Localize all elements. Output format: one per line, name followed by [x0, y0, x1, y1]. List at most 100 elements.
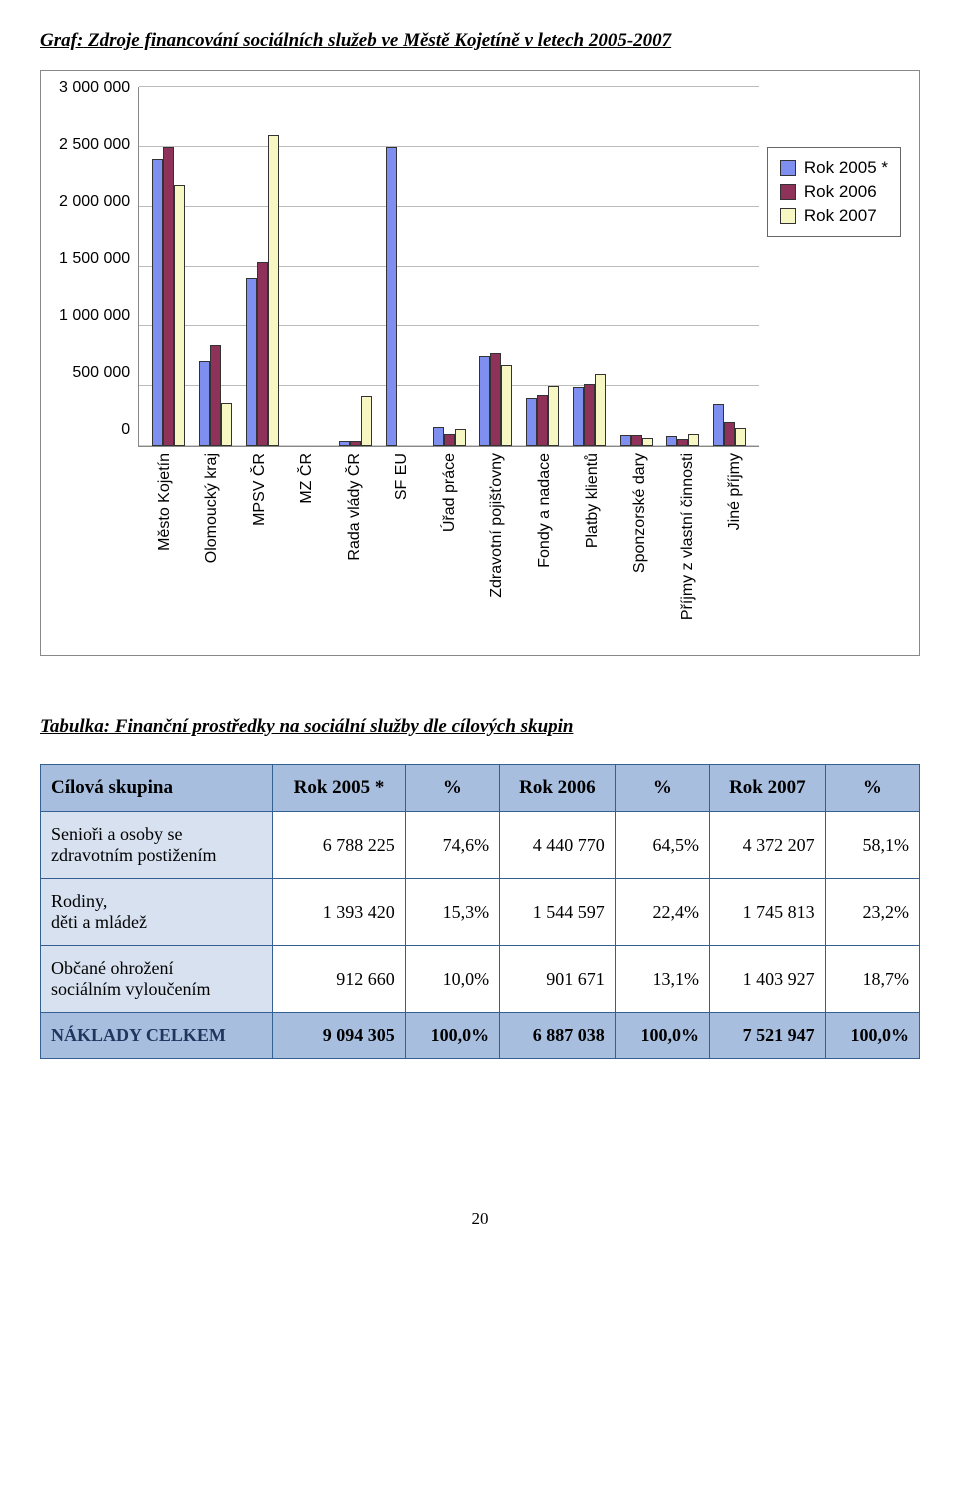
x-tick-label: Zdravotní pojišťovny [474, 453, 522, 643]
bar [433, 427, 444, 446]
bar-group [613, 87, 660, 446]
bar-group [332, 87, 379, 446]
table-cell: 18,7% [825, 946, 919, 1013]
bar [688, 434, 699, 446]
table-cell: 901 671 [500, 946, 616, 1013]
table-cell: 10,0% [405, 946, 499, 1013]
table-cell: 23,2% [825, 879, 919, 946]
x-tick-label: Sponzorské dary [616, 453, 664, 643]
x-tick-label: MZ ČR [284, 453, 332, 643]
bar [526, 398, 537, 446]
footer-cell: 9 094 305 [273, 1013, 406, 1059]
bar [501, 365, 512, 446]
table-cell: 1 393 420 [273, 879, 406, 946]
legend-item: Rok 2007 [780, 206, 888, 226]
table-body: Senioři a osoby sezdravotním postižením 6… [41, 812, 920, 1013]
table-cell: 4 372 207 [710, 812, 826, 879]
bar [666, 436, 677, 446]
finance-table: Cílová skupinaRok 2005 *%Rok 2006%Rok 20… [40, 764, 920, 1059]
bar [713, 404, 724, 446]
table-col-header: % [615, 765, 709, 812]
bar [479, 356, 490, 446]
bar-group [145, 87, 192, 446]
row-label: Občané ohroženísociálním vyloučením [41, 946, 273, 1013]
legend-item: Rok 2005 * [780, 158, 888, 178]
x-tick-label: Fondy a nadace [521, 453, 569, 643]
y-axis: 3 000 0002 500 0002 000 0001 500 0001 00… [59, 79, 138, 439]
bar [620, 435, 631, 446]
bar [631, 435, 642, 446]
bar [724, 422, 735, 446]
footer-cell: 100,0% [615, 1013, 709, 1059]
bar-group [379, 87, 426, 446]
footer-label: NÁKLADY CELKEM [41, 1013, 273, 1059]
legend-label: Rok 2007 [804, 206, 877, 226]
bar [584, 384, 595, 446]
table-cell: 74,6% [405, 812, 499, 879]
table-cell: 22,4% [615, 879, 709, 946]
legend-swatch [780, 184, 796, 200]
table-cell: 1 745 813 [710, 879, 826, 946]
bar [490, 353, 501, 446]
x-axis-labels: Město KojetínOlomoucký krajMPSV ČRMZ ČRR… [59, 453, 759, 643]
table-cell: 1 403 927 [710, 946, 826, 1013]
table-cell: 1 544 597 [500, 879, 616, 946]
bar-group [426, 87, 473, 446]
bar-group [706, 87, 753, 446]
chart-container: 3 000 0002 500 0002 000 0001 500 0001 00… [40, 70, 920, 656]
bar [174, 185, 185, 446]
table-footer-row: NÁKLADY CELKEM9 094 305100,0%6 887 03810… [41, 1013, 920, 1059]
table-row: Rodiny,děti a mládež1 393 42015,3%1 544 … [41, 879, 920, 946]
bar [735, 428, 746, 446]
table-col-header: % [405, 765, 499, 812]
legend-label: Rok 2006 [804, 182, 877, 202]
x-tick-label: Jiné příjmy [711, 453, 759, 643]
table-cell: 13,1% [615, 946, 709, 1013]
heading-prefix: Graf: [40, 30, 83, 51]
x-tick-label: Příjmy z vlastní činnosti [664, 453, 712, 643]
bar [455, 429, 466, 446]
table-col-header: Rok 2005 * [273, 765, 406, 812]
bar [548, 386, 559, 446]
y-tick-label: 1 500 000 [59, 250, 130, 268]
row-label: Senioři a osoby sezdravotním postižením [41, 812, 273, 879]
legend-item: Rok 2006 [780, 182, 888, 202]
table-cell: 64,5% [615, 812, 709, 879]
table-row: Senioři a osoby sezdravotním postižením 6… [41, 812, 920, 879]
bar-group [659, 87, 706, 446]
bar-group [239, 87, 286, 446]
table-col-header: Rok 2007 [710, 765, 826, 812]
table-heading-prefix: Tabulka: [40, 716, 110, 737]
table-cell: 912 660 [273, 946, 406, 1013]
bar [246, 278, 257, 446]
table-col-header: Cílová skupina [41, 765, 273, 812]
bar [163, 147, 174, 446]
bar [642, 438, 653, 446]
bar [339, 441, 350, 446]
table-cell: 4 440 770 [500, 812, 616, 879]
table-heading-rest: Finanční prostředky na sociální služby d… [110, 716, 573, 737]
bar [268, 135, 279, 446]
footer-cell: 100,0% [825, 1013, 919, 1059]
legend: Rok 2005 * Rok 2006 Rok 2007 [767, 147, 901, 237]
bar [386, 147, 397, 446]
legend-swatch [780, 160, 796, 176]
table-cell: 58,1% [825, 812, 919, 879]
bar [537, 395, 548, 446]
plot-region [138, 87, 759, 447]
chart-heading: Graf: Zdroje financování sociálních služ… [40, 30, 920, 52]
x-tick-label: Platby klientů [569, 453, 617, 643]
x-tick-label: Olomoucký kraj [189, 453, 237, 643]
bar-group [472, 87, 519, 446]
y-tick-label: 1 000 000 [59, 307, 130, 325]
y-tick-label: 2 500 000 [59, 136, 130, 154]
bar [595, 374, 606, 446]
bar-group [192, 87, 239, 446]
bar [444, 434, 455, 446]
table-col-header: Rok 2006 [500, 765, 616, 812]
bar [677, 439, 688, 446]
y-tick-label: 3 000 000 [59, 79, 130, 97]
table-row: Občané ohroženísociálním vyloučením912 6… [41, 946, 920, 1013]
bar [257, 262, 268, 446]
footer-cell: 7 521 947 [710, 1013, 826, 1059]
